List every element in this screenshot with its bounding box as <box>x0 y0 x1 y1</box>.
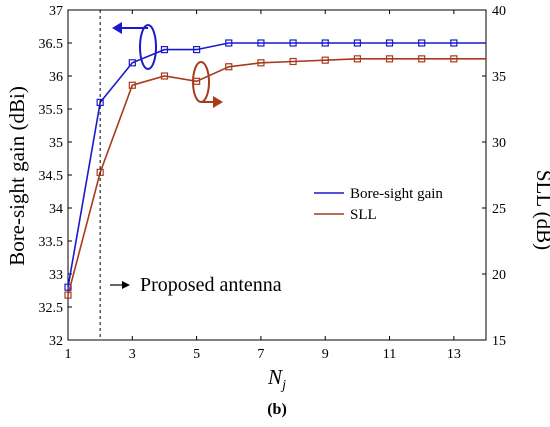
data-point-sll <box>225 63 233 71</box>
series-line-sll <box>67 57 486 296</box>
y-left-tick-label: 36 <box>49 70 63 85</box>
y-left-tick-label: 33 <box>49 268 63 283</box>
y-right-label: SLL (dB) <box>532 170 550 250</box>
data-point-sll <box>96 168 104 176</box>
legend-box <box>307 178 479 228</box>
x-tick-label: 7 <box>257 347 264 362</box>
left-axis-indicator <box>112 22 157 70</box>
y-left-tick-label: 33.5 <box>39 235 64 250</box>
y-right-tick-label: 35 <box>492 70 506 85</box>
y-right-tick-label: 40 <box>492 4 506 19</box>
data-point-gain <box>418 39 426 47</box>
y-left-tick-label: 36.5 <box>39 37 64 52</box>
data-point-sll <box>289 57 297 66</box>
y-right-tick-label: 20 <box>492 268 506 283</box>
figure-caption: (b) <box>267 401 287 418</box>
y-right-tick-label: 30 <box>492 136 506 151</box>
data-point-sll <box>418 55 426 63</box>
x-tick-label: 11 <box>383 347 396 362</box>
data-point-sll <box>64 291 72 299</box>
proposed-antenna-annotation: Proposed antenna <box>99 10 282 340</box>
data-point-sll <box>160 72 169 80</box>
y-left-tick-label: 35 <box>49 136 63 151</box>
data-point-sll <box>353 55 361 63</box>
y-right-tick-label: 15 <box>492 334 506 349</box>
right-arrow-icon <box>213 96 223 108</box>
annotation-arrow-head-icon <box>122 281 130 289</box>
annotation-text: Proposed antenna <box>140 274 282 296</box>
data-point-sll <box>450 55 458 63</box>
data-point-gain <box>193 45 201 54</box>
series-line-gain <box>67 42 486 288</box>
y-left-tick-label: 32 <box>49 334 63 349</box>
data-point-gain <box>321 39 329 47</box>
x-tick-label: 5 <box>193 347 200 362</box>
data-point-sll <box>257 59 265 67</box>
data-point-sll <box>385 55 394 63</box>
data-point-gain <box>450 39 458 47</box>
data-point-gain <box>353 39 361 47</box>
data-point-sll <box>321 56 329 64</box>
x-tick-label: 13 <box>447 347 461 362</box>
data-point-gain <box>128 59 136 67</box>
y-left-tick-label: 34 <box>49 202 63 217</box>
x-label-sub: j <box>280 378 286 393</box>
data-point-gain <box>160 45 169 54</box>
right-axis-indicator <box>192 61 223 108</box>
x-tick-label: 1 <box>65 347 72 362</box>
x-tick-label: 3 <box>129 347 136 362</box>
legend: Bore-sight gain SLL <box>307 178 479 228</box>
data-point-gain <box>385 39 394 47</box>
x-tick-label: 9 <box>322 347 329 362</box>
left-arrow-icon <box>112 22 122 34</box>
y-left-tick-label: 34.5 <box>39 169 64 184</box>
y-left-tick-label: 37 <box>49 4 63 19</box>
right-axis-indicator-loop <box>192 61 210 103</box>
data-point-sll <box>128 81 136 89</box>
data-point-gain <box>64 283 72 291</box>
legend-label-gain: Bore-sight gain <box>350 186 443 202</box>
left-axis-indicator-loop <box>139 24 157 70</box>
data-point-gain <box>257 39 265 47</box>
x-label: Nj <box>267 365 286 393</box>
y-right-tick-label: 25 <box>492 202 506 217</box>
x-label-main: N <box>267 365 283 389</box>
legend-label-sll: SLL <box>350 207 377 223</box>
y-left-tick-label: 35.5 <box>39 103 64 118</box>
y-left-tick-label: 32.5 <box>39 301 64 316</box>
data-point-gain <box>289 39 297 47</box>
y-left-label: Bore-sight gain (dBi) <box>5 86 29 266</box>
data-point-gain <box>96 98 104 107</box>
data-point-gain <box>225 39 233 47</box>
